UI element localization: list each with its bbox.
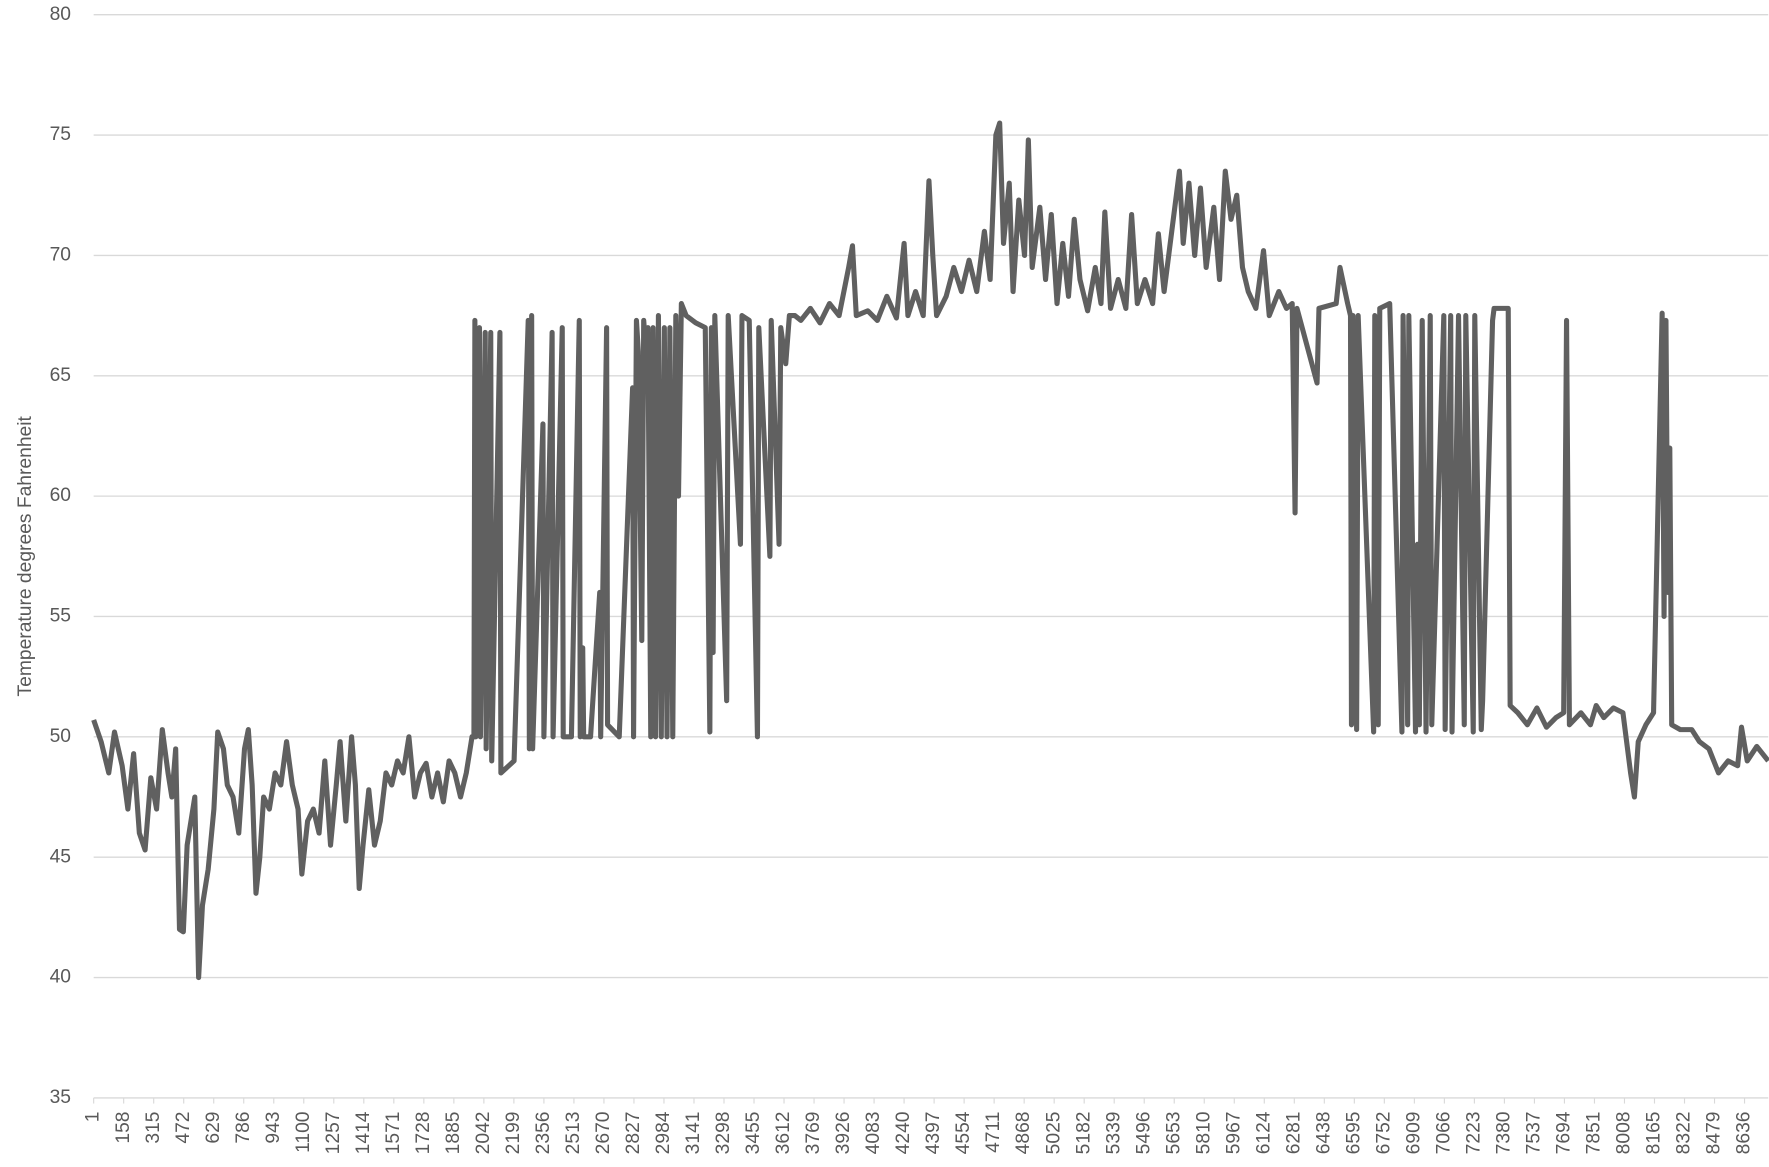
x-tick-label: 7223: [1463, 1111, 1484, 1154]
y-tick-label: 60: [50, 485, 71, 506]
x-tick-label: 4711: [983, 1111, 1004, 1152]
x-tick-label: 5339: [1103, 1111, 1124, 1154]
x-tick-label: 943: [263, 1111, 284, 1143]
x-tick-label: 2827: [623, 1111, 644, 1154]
x-tick-label: 3455: [743, 1111, 764, 1154]
x-tick-label: 2513: [563, 1111, 584, 1154]
x-tick-label: 629: [203, 1111, 224, 1143]
y-tick-label: 45: [50, 846, 71, 867]
x-tick-label: 4868: [1013, 1111, 1034, 1154]
x-tick-label: 4083: [863, 1111, 884, 1154]
x-tick-label: 158: [113, 1111, 134, 1143]
x-tick-label: 5967: [1223, 1111, 1244, 1154]
x-tick-label: 2199: [503, 1111, 524, 1154]
x-tick-label: 8479: [1704, 1111, 1725, 1154]
x-tick-label: 6124: [1253, 1111, 1274, 1154]
y-tick-label: 40: [50, 967, 71, 988]
x-tick-label: 7380: [1494, 1111, 1515, 1154]
y-tick-label: 55: [50, 606, 71, 627]
x-tick-label: 2042: [473, 1111, 494, 1154]
x-tick-label: 5025: [1043, 1111, 1064, 1154]
x-tick-label: 8322: [1674, 1111, 1695, 1154]
x-tick-label: 5653: [1163, 1111, 1184, 1154]
x-tick-label: 6752: [1373, 1111, 1394, 1154]
y-tick-label: 80: [50, 4, 71, 25]
x-tick-label: 3926: [833, 1111, 854, 1154]
x-tick-label: 1728: [413, 1111, 434, 1154]
x-tick-label: 5810: [1193, 1111, 1214, 1154]
x-tick-label: 6438: [1313, 1111, 1334, 1154]
x-tick-label: 315: [143, 1111, 164, 1143]
line-series: [91, 120, 1769, 981]
x-tick-label: 8008: [1614, 1111, 1635, 1154]
x-tick-label: 2356: [533, 1111, 554, 1154]
x-tick-label: 472: [173, 1111, 194, 1143]
x-tick-label: 2670: [593, 1111, 614, 1154]
x-tick-label: 1885: [443, 1111, 464, 1154]
x-tick-label: 3141: [683, 1111, 704, 1154]
x-tick-label: 4240: [893, 1111, 914, 1154]
x-tick-label: 3298: [713, 1111, 734, 1154]
x-tick-label: 5496: [1133, 1111, 1154, 1154]
y-tick-label: 50: [50, 726, 71, 747]
x-tick-label: 3769: [803, 1111, 824, 1154]
x-tick-label: 8165: [1644, 1111, 1665, 1154]
x-tick-label: 6595: [1343, 1111, 1364, 1154]
x-tick-label: 4554: [953, 1111, 974, 1154]
x-tick-label: 786: [233, 1111, 254, 1143]
y-tick-label: 70: [50, 245, 71, 266]
x-tick-label: 6909: [1403, 1111, 1424, 1154]
x-tick-label: 6281: [1283, 1111, 1304, 1154]
x-tick-label: 1414: [353, 1111, 374, 1154]
x-tick-label: 1100: [293, 1111, 314, 1152]
x-tick-label: 4397: [923, 1111, 944, 1154]
x-tick-label: 3612: [773, 1111, 794, 1154]
y-tick-label: 75: [50, 124, 71, 145]
y-axis-label: Temperature degrees Fahrenheit: [15, 415, 36, 696]
x-tick-label: 5182: [1073, 1111, 1094, 1154]
y-tick-label: 65: [50, 365, 71, 386]
x-tick-label: 8636: [1734, 1111, 1755, 1154]
x-tick-label: 7851: [1584, 1111, 1605, 1154]
x-tick-label: 7694: [1554, 1111, 1575, 1154]
x-tick-label: 7537: [1524, 1111, 1545, 1154]
x-tick-label: 1257: [323, 1111, 344, 1154]
x-tick-label: 2984: [653, 1111, 674, 1154]
y-tick-label: 35: [50, 1087, 71, 1108]
x-tick-label: 1: [83, 1111, 104, 1122]
x-tick-label: 7066: [1433, 1111, 1454, 1154]
x-tick-label: 1571: [383, 1111, 404, 1154]
